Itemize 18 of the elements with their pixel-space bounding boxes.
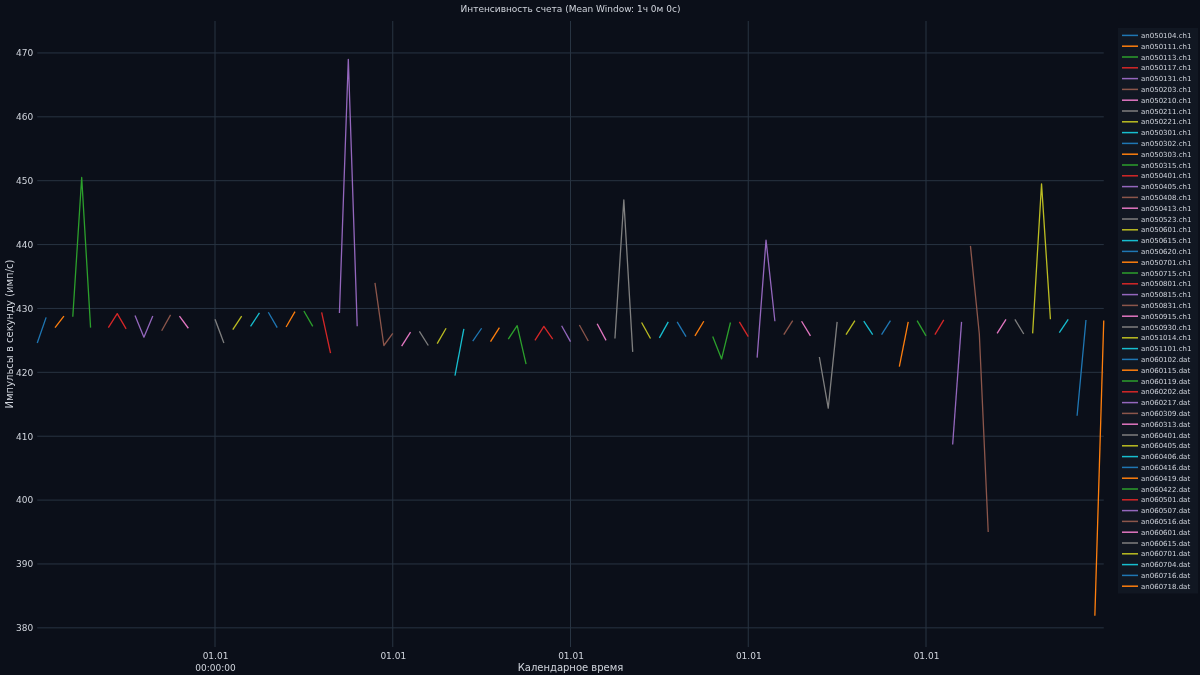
x-tick-label: 01.01	[913, 651, 940, 661]
y-tick-label: 440	[16, 239, 34, 250]
y-tick-label: 390	[16, 559, 34, 570]
x-tick-label: 01.01	[735, 651, 762, 661]
x-axis-title: Календарное время	[517, 662, 624, 673]
y-tick-label: 450	[16, 176, 34, 187]
x-tick-label: 01.01	[380, 651, 407, 661]
chart-title: Интенсивность счета (Mean Window: 1ч 0м 0с)	[460, 4, 681, 14]
y-tick-label: 410	[16, 431, 34, 442]
x-tick-label: 01.01 00:00:00	[195, 651, 236, 673]
x-tick-label: 01.01	[558, 651, 584, 661]
y-tick-label: 470	[16, 48, 34, 59]
y-tick-label: 420	[16, 367, 34, 378]
y-tick-label: 460	[16, 112, 34, 123]
y-axis-title: Импульсы в секунду (имп/с)	[4, 259, 15, 409]
y-tick-label: 380	[16, 623, 34, 634]
y-tick-label: 430	[16, 303, 34, 314]
y-tick-label: 400	[16, 495, 34, 506]
